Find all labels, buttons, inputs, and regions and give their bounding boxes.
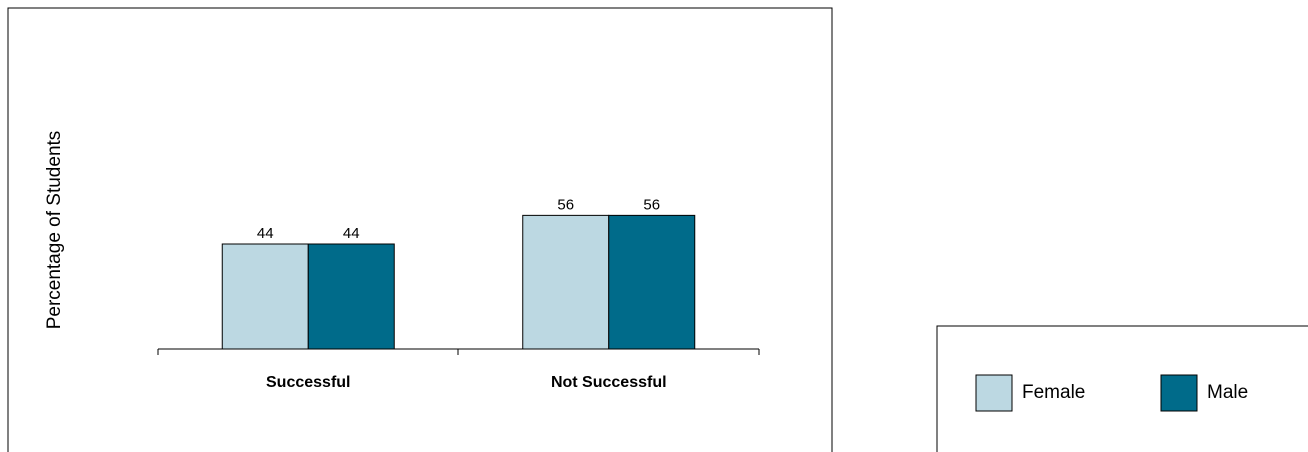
- bars-layer: [221, 214, 696, 350]
- bar-female-not-successful: [522, 214, 610, 350]
- x-tick-labels: Successful Not Successful: [266, 374, 667, 391]
- x-tick-label: Successful: [266, 374, 350, 391]
- y-axis-title: Percentage of Students: [44, 131, 65, 330]
- bar-male-not-successful: [608, 214, 696, 350]
- bar-female-successful: [221, 243, 309, 350]
- plot-frame: [7, 7, 833, 452]
- x-tick-label: Not Successful: [551, 374, 667, 391]
- data-labels-layer: 44 44 56 56: [257, 196, 660, 242]
- bar-male-successful: [307, 243, 395, 350]
- data-label: 56: [557, 196, 574, 213]
- data-label: 56: [643, 196, 660, 213]
- legend: Female Male: [975, 374, 1248, 412]
- data-label: 44: [343, 225, 360, 242]
- legend-swatch-male: [1160, 374, 1198, 412]
- legend-swatch-female: [975, 374, 1013, 412]
- legend-label-male: Male: [1207, 382, 1248, 403]
- data-label: 44: [257, 225, 274, 242]
- legend-label-female: Female: [1022, 382, 1085, 403]
